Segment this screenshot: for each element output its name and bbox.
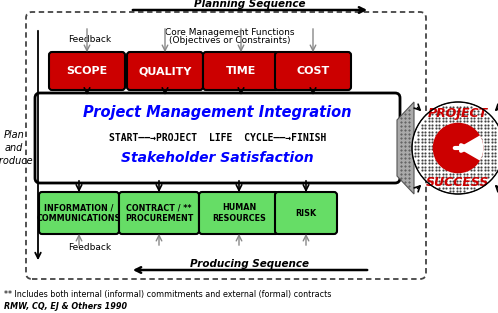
Polygon shape bbox=[397, 102, 414, 194]
Text: (Objectives or Constraints): (Objectives or Constraints) bbox=[169, 36, 291, 45]
FancyBboxPatch shape bbox=[199, 192, 279, 234]
FancyBboxPatch shape bbox=[35, 93, 400, 183]
Circle shape bbox=[433, 123, 483, 173]
Text: Facilitating Functions: Facilitating Functions bbox=[155, 217, 265, 226]
Text: INFORMATION /
COMMUNICATIONS: INFORMATION / COMMUNICATIONS bbox=[37, 203, 121, 223]
Text: PROJECT: PROJECT bbox=[428, 107, 488, 121]
Text: ** Includes both internal (informal) commitments and external (formal) contracts: ** Includes both internal (informal) com… bbox=[4, 290, 331, 299]
Text: Feedback: Feedback bbox=[68, 243, 111, 252]
FancyBboxPatch shape bbox=[39, 192, 119, 234]
Wedge shape bbox=[458, 135, 483, 161]
Text: Core Management Functions: Core Management Functions bbox=[165, 28, 295, 37]
Text: QUALITY: QUALITY bbox=[138, 66, 192, 76]
Text: (Interactive and Adaptable): (Interactive and Adaptable) bbox=[147, 225, 272, 234]
Text: SUCCESS: SUCCESS bbox=[426, 176, 490, 188]
FancyBboxPatch shape bbox=[119, 192, 199, 234]
Text: SCOPE: SCOPE bbox=[66, 66, 108, 76]
Text: CONTRACT / **
PROCUREMENT: CONTRACT / ** PROCUREMENT bbox=[125, 203, 193, 223]
Text: START——→PROJECT  LIFE  CYCLE——→FINISH: START——→PROJECT LIFE CYCLE——→FINISH bbox=[109, 133, 326, 143]
Text: Producing Sequence: Producing Sequence bbox=[191, 259, 309, 269]
Text: Project Management Integration: Project Management Integration bbox=[83, 105, 352, 121]
Text: Planning Sequence: Planning Sequence bbox=[194, 0, 306, 9]
Text: RMW, CQ, EJ & Others 1990: RMW, CQ, EJ & Others 1990 bbox=[4, 302, 127, 311]
Text: HUMAN
RESOURCES: HUMAN RESOURCES bbox=[212, 203, 266, 223]
Circle shape bbox=[412, 102, 498, 194]
FancyBboxPatch shape bbox=[49, 52, 125, 90]
FancyBboxPatch shape bbox=[203, 52, 279, 90]
FancyBboxPatch shape bbox=[275, 52, 351, 90]
FancyBboxPatch shape bbox=[127, 52, 203, 90]
Text: RISK: RISK bbox=[295, 208, 317, 218]
FancyBboxPatch shape bbox=[275, 192, 337, 234]
Text: Feedback: Feedback bbox=[68, 35, 111, 44]
Text: Stakeholder Satisfaction: Stakeholder Satisfaction bbox=[121, 151, 314, 165]
Text: Plan
and
Produce: Plan and Produce bbox=[0, 130, 34, 166]
Text: TIME: TIME bbox=[226, 66, 256, 76]
Text: COST: COST bbox=[296, 66, 330, 76]
